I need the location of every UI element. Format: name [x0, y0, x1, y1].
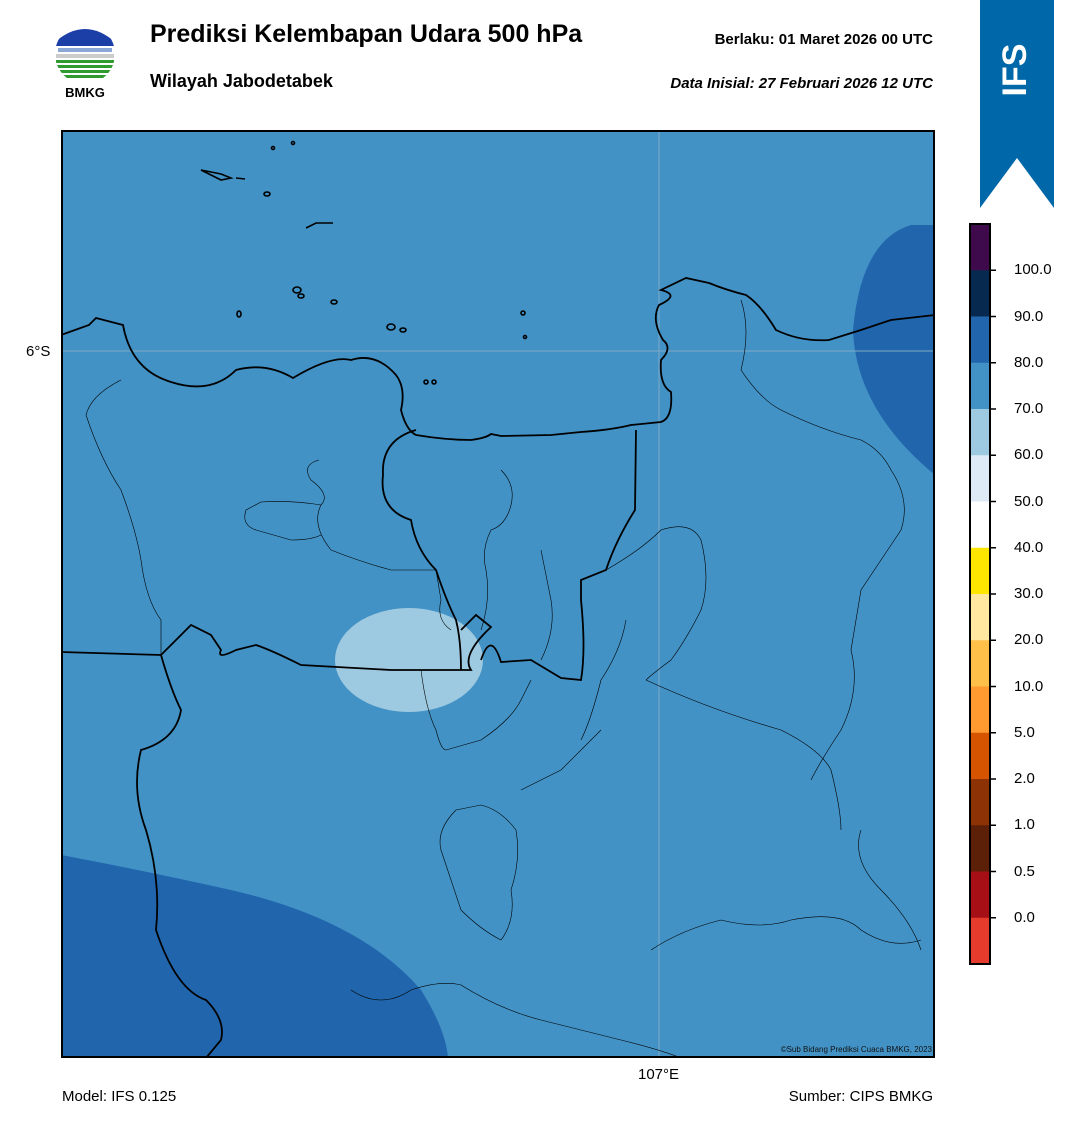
- colorbar-swatch: [970, 455, 990, 502]
- colorbar-label: 1.0: [1014, 816, 1035, 834]
- colorbar-swatch: [970, 547, 990, 595]
- colorbar-label: 10.0: [1014, 677, 1044, 695]
- colorbar-swatch: [970, 640, 990, 687]
- ifs-badge-text: IFS: [996, 44, 1034, 97]
- province-boundary: [60, 613, 493, 671]
- logo-text: BMKG: [65, 85, 105, 100]
- colorbar-label: 30.0: [1014, 585, 1044, 602]
- map-frame: [61, 130, 935, 1058]
- colorbar-label: 0.5: [1014, 862, 1035, 880]
- province-boundary: [136, 654, 223, 1059]
- province-boundary: [480, 429, 637, 681]
- latitude-label: 6°S: [26, 343, 51, 360]
- thousand-islands: [200, 140, 528, 385]
- colorbar-swatch: [970, 316, 990, 364]
- colorbar-label: 70.0: [1014, 400, 1044, 417]
- copyright-notice: ©Sub Bidang Prediksi Cuaca BMKG, 2023: [780, 1045, 932, 1054]
- colorbar-frame: [969, 223, 991, 965]
- colorbar-label: 20.0: [1014, 631, 1044, 649]
- page-title: Prediksi Kelembapan Udara 500 hPa: [150, 20, 583, 48]
- bmkg-logo-icon: [50, 18, 120, 102]
- ifs-badge: IFS: [980, 0, 1054, 208]
- page-subtitle: Wilayah Jabodetabek: [150, 71, 333, 91]
- colorbar-swatch: [970, 409, 990, 456]
- colorbar-label: 90.0: [1014, 307, 1044, 325]
- colorbar-swatch: [970, 224, 990, 271]
- high-humidity-region-ne: [853, 225, 935, 475]
- low-humidity-patch: [335, 608, 483, 712]
- colorbar-swatch: [970, 917, 990, 965]
- colorbar-label: 50.0: [1014, 492, 1044, 510]
- colorbar-label: 100.0: [1014, 261, 1052, 279]
- colorbar-swatch: [970, 501, 990, 549]
- colorbar-swatch: [970, 270, 990, 317]
- colorbar-swatch: [970, 594, 990, 641]
- longitude-label: 107°E: [638, 1066, 680, 1083]
- valid-time-label: Berlaku: 01 Maret 2026 00 UTC: [714, 31, 933, 48]
- colorbar-swatch: [970, 686, 990, 734]
- source-label: Sumber: CIPS BMKG: [788, 1088, 933, 1105]
- humidity-map: [60, 130, 936, 1059]
- init-time-label: Data Inisial: 27 Februari 2026 12 UTC: [670, 75, 933, 92]
- province-boundary: [381, 429, 462, 671]
- colorbar-label: 60.0: [1014, 446, 1044, 464]
- colorbar-label: 80.0: [1014, 353, 1044, 371]
- colorbar-swatch: [970, 779, 990, 826]
- colorbar-swatch: [970, 825, 990, 872]
- colorbar: [968, 222, 1068, 972]
- coastline: [60, 277, 936, 441]
- colorbar-label: 2.0: [1014, 770, 1035, 787]
- regency-boundaries: [85, 299, 922, 1059]
- colorbar-label: 40.0: [1014, 538, 1044, 556]
- colorbar-swatch: [970, 732, 990, 780]
- colorbar-swatch: [970, 871, 990, 919]
- model-label: Model: IFS 0.125: [62, 1088, 177, 1105]
- colorbar-label: 5.0: [1014, 723, 1035, 741]
- colorbar-label: 0.0: [1014, 908, 1035, 926]
- colorbar-swatch: [970, 362, 990, 410]
